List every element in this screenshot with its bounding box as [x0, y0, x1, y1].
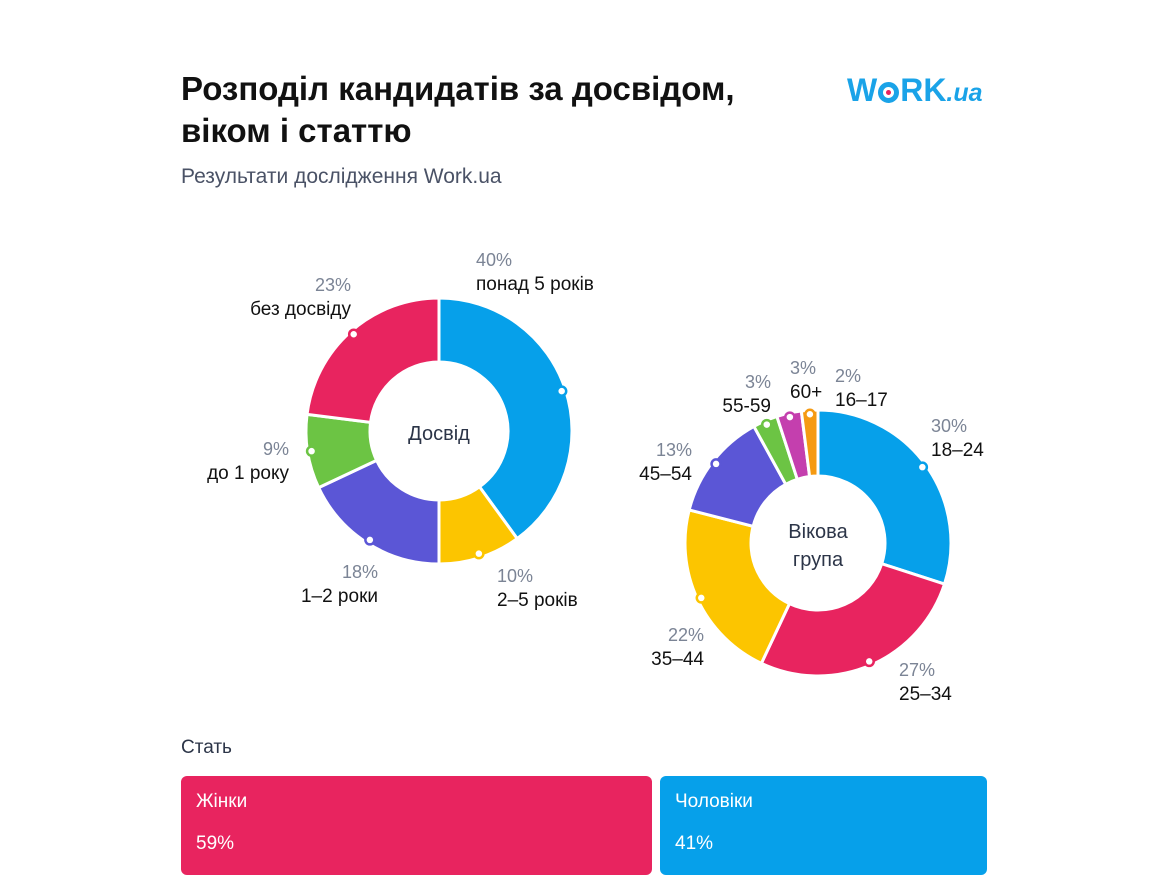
slice-marker-dot [473, 547, 485, 560]
slice-percent-label: 30% [931, 416, 967, 436]
donut-slice [816, 408, 953, 586]
bar-label-women: Жінки [196, 791, 248, 812]
bar-label-men: Чоловіки [675, 791, 753, 812]
slice-percent-label: 2% [835, 366, 861, 386]
slice-percent-label: 27% [899, 660, 935, 680]
slice-category-label: 16–17 [835, 390, 888, 411]
slice-percent-label: 23% [315, 275, 351, 295]
slice-percent-label: 10% [497, 566, 533, 586]
chart-title: Розподіл кандидатів за досвідом, віком і… [181, 68, 735, 152]
slice-category-label: без досвіду [250, 299, 351, 320]
slice-marker-dot [916, 461, 929, 473]
slice-marker-dot [710, 458, 722, 470]
gender-bar-men: Чоловіки 41% [660, 776, 987, 875]
slice-category-label: 55-59 [722, 396, 771, 417]
age-labels: 30% 18–24 27% 25–34 22% 35–44 13% 45–54 3% 55-59 3… [639, 358, 984, 705]
slice-marker-dot [784, 411, 796, 423]
slice-percent-label: 22% [668, 625, 704, 645]
slice-percent-label: 3% [790, 358, 816, 378]
slice-category-label: 60+ [790, 382, 822, 403]
slice-category-label: 25–34 [899, 684, 952, 705]
slice-percent-label: 9% [263, 439, 289, 459]
slice-marker-dot [347, 328, 360, 340]
slice-marker-dot [863, 655, 875, 668]
slice-marker-dot [761, 418, 773, 431]
slice-category-label: 18–24 [931, 440, 984, 461]
slice-category-label: понад 5 років [476, 274, 594, 295]
donut-charts: Досвід Вікова група 40% понад 5 років 10% 2… [207, 250, 984, 705]
donut-slice [683, 508, 792, 666]
slice-percent-label: 18% [342, 562, 378, 582]
donut-slice [759, 561, 947, 678]
donut-slice [305, 296, 441, 425]
slice-category-label: 1–2 роки [301, 586, 378, 607]
slice-percent-label: 13% [656, 440, 692, 460]
gender-bar-women: Жінки 59% [181, 776, 652, 875]
slice-marker-dot [364, 534, 376, 546]
age-donut [683, 408, 953, 678]
experience-labels: 40% понад 5 років 10% 2–5 років 18% 1–2 роки 9… [207, 250, 594, 611]
slice-marker-dot [695, 592, 708, 604]
slice-percent-label: 3% [745, 372, 771, 392]
slice-category-label: 2–5 років [497, 590, 578, 611]
bar-value-women: 59% [196, 833, 235, 854]
slice-category-label: 45–54 [639, 464, 692, 485]
bar-value-men: 41% [675, 833, 714, 854]
gender-title: Стать [181, 737, 232, 758]
slice-marker-dot [555, 385, 568, 397]
donut-slice [437, 296, 574, 541]
slice-percent-label: 40% [476, 250, 512, 270]
slice-marker-dot [305, 445, 318, 457]
age-center-label-1: Вікова [788, 521, 848, 543]
chart-subtitle: Результати дослідження Work.ua [181, 165, 502, 188]
slice-category-label: 35–44 [651, 649, 704, 670]
logo-o-icon [878, 82, 900, 103]
slice-marker-dot [804, 408, 816, 421]
experience-center-label: Досвід [408, 423, 470, 445]
age-center-label-2: група [793, 549, 844, 571]
work-ua-logo: W RK.ua [847, 72, 983, 108]
experience-donut [304, 296, 574, 566]
title-line-1: Розподіл кандидатів за досвідом, [181, 70, 735, 107]
slice-category-label: до 1 року [207, 463, 289, 484]
title-line-2: віком і статтю [181, 112, 412, 149]
